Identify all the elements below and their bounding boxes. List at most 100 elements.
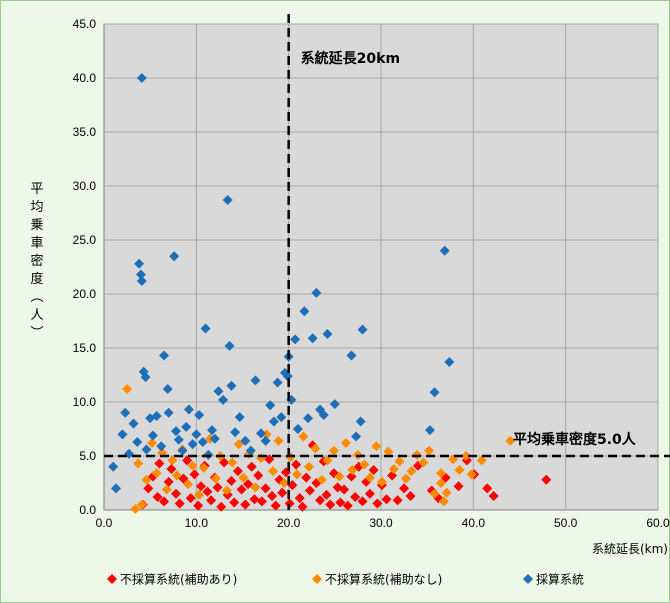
data-point-series-1	[321, 489, 332, 500]
data-point-series-2	[505, 435, 516, 446]
data-point-series-3	[355, 416, 366, 427]
data-point-series-2	[130, 503, 141, 514]
data-point-series-1	[294, 493, 305, 504]
data-point-series-2	[227, 457, 238, 468]
data-point-series-2	[454, 465, 465, 476]
data-point-series-1	[189, 469, 200, 480]
data-point-series-3	[346, 350, 357, 361]
data-point-series-2	[221, 485, 232, 496]
y-axis-label-char: 人	[30, 308, 43, 323]
data-point-series-2	[250, 482, 261, 493]
data-point-series-3	[156, 441, 167, 452]
data-point-series-1	[229, 497, 240, 508]
y-tick-label: 40.0	[73, 71, 97, 85]
data-point-series-2	[383, 446, 394, 457]
x-tick-label: 50.0	[554, 516, 578, 530]
data-point-series-2	[238, 472, 249, 483]
data-point-series-2	[406, 466, 417, 477]
data-point-series-2	[171, 470, 182, 481]
data-point-series-2	[400, 473, 411, 484]
data-point-series-2	[340, 438, 351, 449]
data-point-series-1	[219, 457, 230, 468]
data-point-series-1	[270, 500, 281, 511]
data-point-series-3	[303, 413, 314, 424]
y-axis-label-char: 平	[30, 182, 43, 197]
vline-annotation: 系統延長20km	[301, 50, 400, 67]
data-point-series-3	[307, 333, 318, 344]
data-point-series-3	[357, 324, 368, 335]
data-point-series-1	[253, 470, 264, 481]
data-point-series-2	[441, 487, 452, 498]
data-point-series-1	[339, 484, 350, 495]
data-point-series-3	[234, 412, 245, 423]
data-point-series-1	[277, 487, 288, 498]
data-point-series-2	[298, 431, 309, 442]
data-point-series-3	[222, 195, 233, 206]
data-point-series-2	[316, 474, 327, 485]
data-point-series-3	[163, 407, 174, 418]
data-point-series-2	[187, 460, 198, 471]
data-point-series-1	[249, 494, 260, 505]
data-point-series-1	[541, 474, 552, 485]
legend-label: 不採算系統(補助あり)	[120, 572, 237, 587]
data-point-series-3	[207, 425, 218, 436]
data-point-series-1	[206, 495, 217, 506]
data-point-series-3	[200, 323, 211, 334]
data-point-series-3	[218, 394, 229, 405]
legend-marker	[312, 574, 322, 584]
data-point-series-3	[183, 404, 194, 415]
data-point-series-1	[350, 492, 361, 503]
data-point-series-2	[122, 384, 133, 395]
data-point-series-3	[318, 409, 329, 420]
data-point-series-2	[303, 461, 314, 472]
x-tick-label: 40.0	[462, 516, 486, 530]
x-tick-label: 20.0	[277, 516, 301, 530]
data-point-series-2	[438, 496, 449, 507]
data-point-series-3	[255, 428, 266, 439]
data-point-series-2	[133, 458, 144, 469]
data-point-series-3	[230, 427, 241, 438]
data-point-series-1	[368, 465, 379, 476]
data-point-series-2	[328, 445, 339, 456]
legend-marker	[107, 574, 117, 584]
data-point-series-3	[194, 409, 205, 420]
data-point-series-3	[272, 377, 283, 388]
data-point-series-2	[322, 455, 333, 466]
data-point-series-2	[347, 465, 358, 476]
data-point-series-1	[405, 490, 416, 501]
data-point-series-2	[141, 474, 152, 485]
data-point-series-2	[476, 455, 487, 466]
data-point-series-1	[193, 500, 204, 511]
data-point-series-2	[359, 459, 370, 470]
y-tick-label: 30.0	[73, 179, 97, 193]
data-point-series-3	[108, 461, 119, 472]
data-point-series-3	[260, 435, 271, 446]
data-point-series-1	[381, 494, 392, 505]
y-axis-label: 平均乗車密度 ︵ 人 ︶	[30, 182, 43, 341]
data-point-series-2	[388, 463, 399, 474]
legend: 不採算系統(補助あり) 不採算系統(補助なし) 採算系統	[107, 572, 584, 587]
y-axis-label-char: 車	[30, 236, 43, 251]
data-point-series-3	[191, 429, 202, 440]
x-tick-label: 10.0	[185, 516, 209, 530]
data-point-series-3	[292, 424, 303, 434]
data-point-series-1	[488, 490, 499, 501]
data-point-series-3	[162, 384, 173, 395]
data-point-series-2	[310, 443, 321, 454]
data-point-series-2	[424, 445, 435, 456]
data-point-series-3	[135, 269, 146, 280]
data-point-series-2	[376, 476, 387, 487]
y-axis-label-char: 度	[30, 271, 43, 287]
data-point-series-3	[197, 436, 208, 447]
data-point-series-1	[453, 481, 464, 492]
data-point-series-2	[183, 479, 194, 490]
data-point-series-2	[210, 473, 221, 484]
data-point-series-3	[159, 350, 170, 361]
data-point-series-2	[267, 466, 278, 477]
data-point-series-3	[299, 306, 310, 317]
data-point-series-3	[151, 411, 162, 422]
data-point-series-3	[276, 412, 287, 423]
data-point-series-3	[136, 276, 147, 287]
data-point-series-2	[466, 469, 477, 480]
